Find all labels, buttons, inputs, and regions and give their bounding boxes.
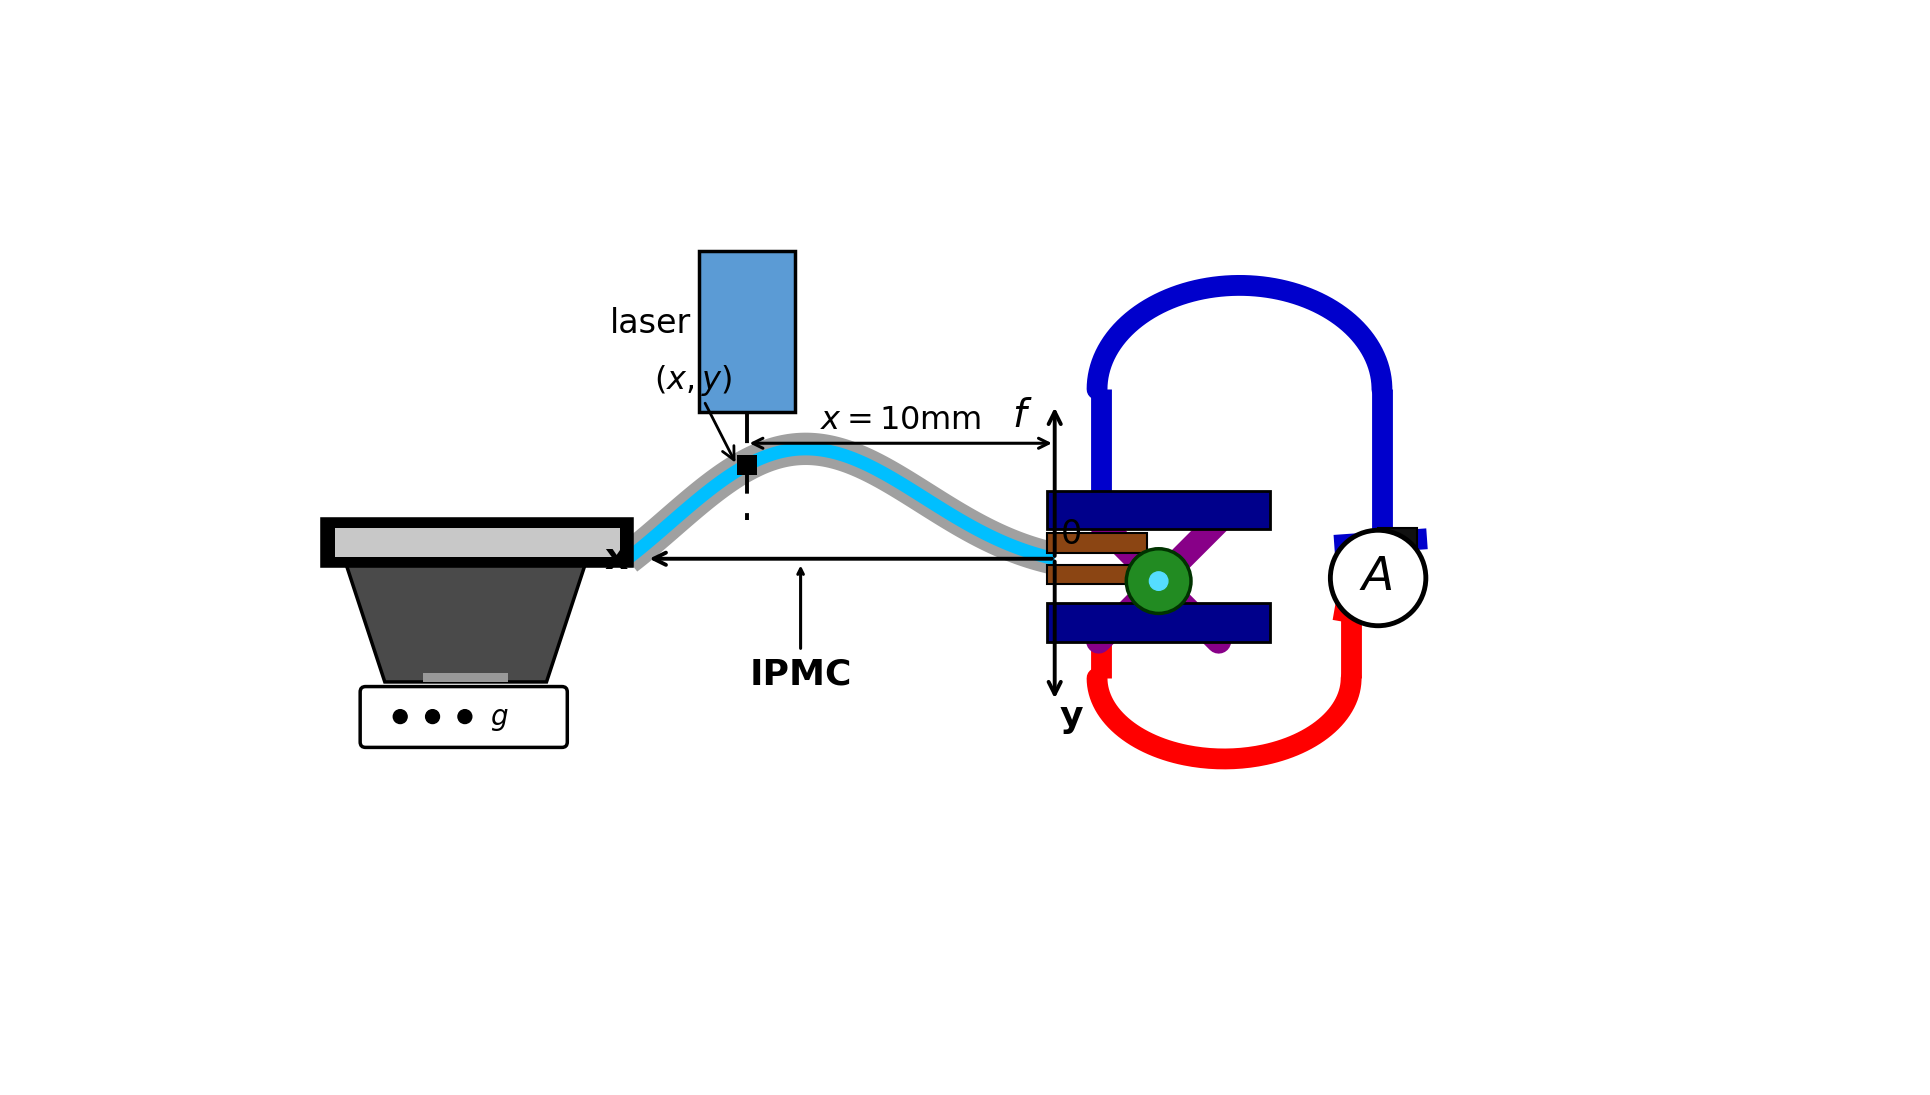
Circle shape xyxy=(394,710,407,724)
Polygon shape xyxy=(623,442,1056,565)
FancyBboxPatch shape xyxy=(1046,603,1270,642)
Text: x: x xyxy=(604,542,627,576)
Circle shape xyxy=(1330,530,1424,625)
FancyBboxPatch shape xyxy=(1378,528,1417,551)
Text: IPMC: IPMC xyxy=(749,657,851,691)
Circle shape xyxy=(457,710,471,724)
FancyBboxPatch shape xyxy=(737,456,757,475)
Text: 0: 0 xyxy=(1060,518,1081,551)
Text: A: A xyxy=(1361,555,1393,600)
Text: laser: laser xyxy=(610,307,691,341)
FancyBboxPatch shape xyxy=(423,672,508,682)
Text: $(x, y)$: $(x, y)$ xyxy=(654,362,733,460)
Text: y: y xyxy=(1060,700,1083,734)
FancyBboxPatch shape xyxy=(699,251,795,413)
FancyBboxPatch shape xyxy=(1046,533,1146,553)
FancyBboxPatch shape xyxy=(1046,491,1270,530)
Circle shape xyxy=(425,710,440,724)
Text: $f$: $f$ xyxy=(1011,397,1033,436)
FancyBboxPatch shape xyxy=(1046,565,1146,584)
FancyBboxPatch shape xyxy=(1378,564,1417,586)
Polygon shape xyxy=(618,433,1058,575)
Text: $x = 10$mm: $x = 10$mm xyxy=(820,405,980,436)
Text: g: g xyxy=(490,703,508,730)
Circle shape xyxy=(1148,572,1168,590)
Circle shape xyxy=(1125,549,1191,613)
Polygon shape xyxy=(345,565,585,682)
FancyBboxPatch shape xyxy=(322,520,631,565)
FancyBboxPatch shape xyxy=(361,687,567,748)
FancyBboxPatch shape xyxy=(334,528,620,557)
